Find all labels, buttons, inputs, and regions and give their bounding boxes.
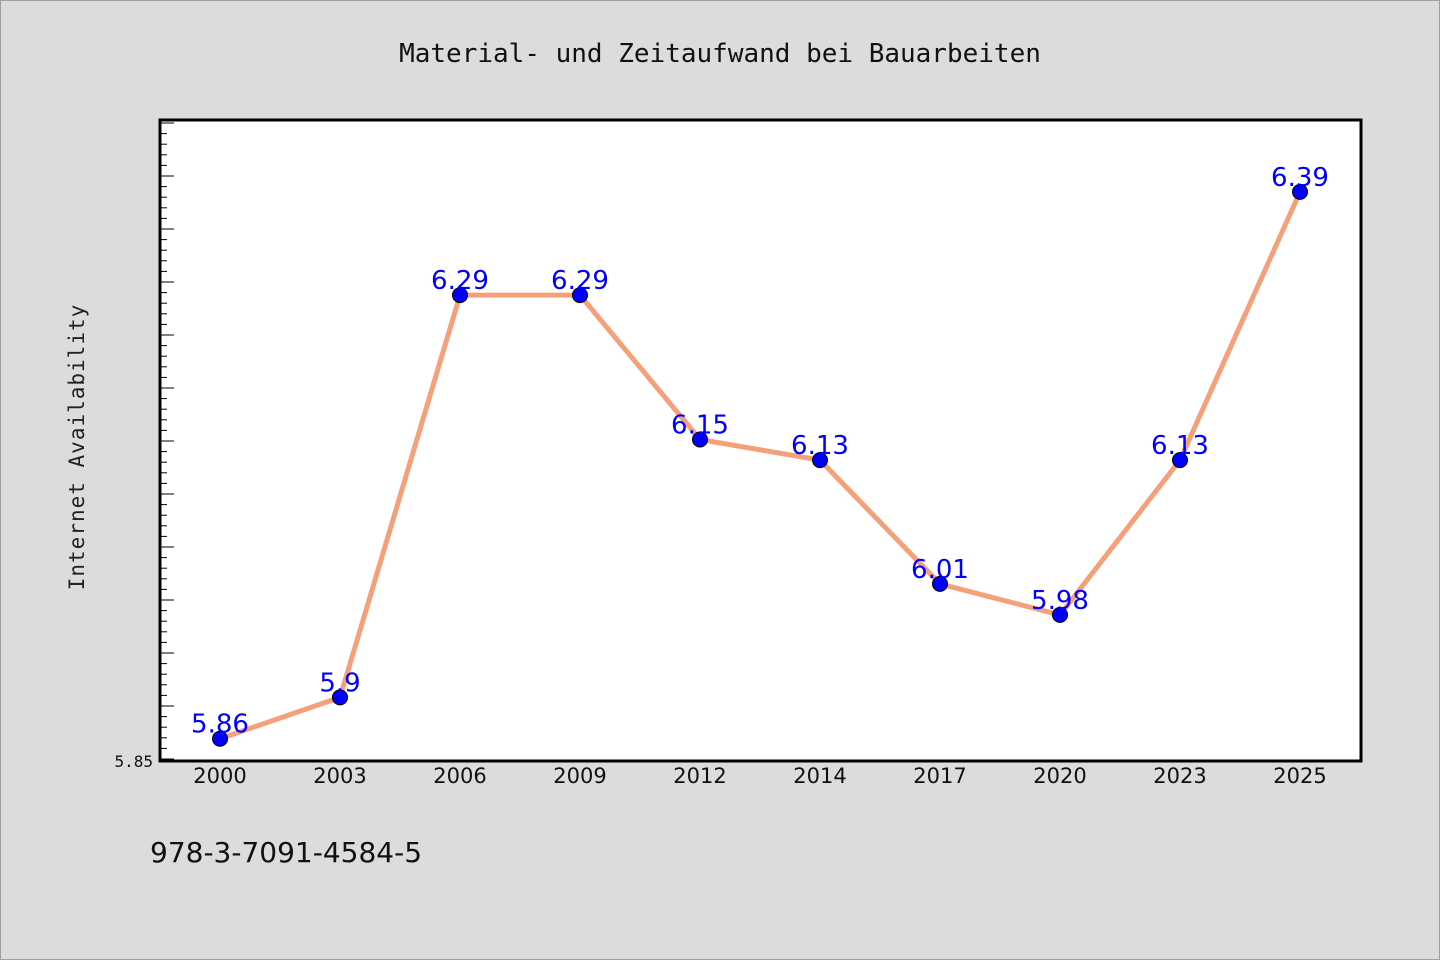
data-point-marker (1052, 606, 1068, 623)
data-point-marker (932, 575, 948, 592)
markers-group (212, 183, 1308, 747)
data-point-marker (1292, 183, 1308, 200)
data-point-marker (572, 287, 588, 304)
data-label: 6.13 (791, 431, 849, 461)
x-tick-label: 2012 (673, 764, 726, 788)
data-label: 5.86 (191, 710, 249, 740)
data-point-marker (452, 287, 468, 304)
data-point-marker (692, 431, 708, 448)
data-label: 6.29 (431, 266, 489, 296)
x-tick-label: 2023 (1153, 764, 1206, 788)
y-axis-label: Internet Availability (65, 304, 89, 591)
data-label: 6.15 (671, 411, 729, 441)
data-point-marker (812, 452, 828, 469)
x-tick-label: 2003 (313, 764, 366, 788)
x-axis-tick-labels: 2000 2003 2006 2009 2012 2014 2017 2020 2023 2025 (193, 764, 1326, 788)
x-tick-label: 2014 (793, 764, 846, 788)
data-point-marker (1172, 452, 1188, 469)
data-label: 6.39 (1271, 163, 1329, 193)
y-tick-label: 5.85 (114, 752, 153, 771)
x-tick-label: 2009 (553, 764, 606, 788)
series-line (219, 190, 1303, 742)
x-tick-label: 2025 (1273, 764, 1326, 788)
plot-border (158, 118, 1363, 763)
data-label: 6.13 (1151, 431, 1209, 461)
x-tick-label: 2006 (433, 764, 486, 788)
data-labels-group: 5.86 5.9 6.29 6.29 6.15 6.13 6.01 5.98 6.13 6.39 (191, 163, 1329, 740)
y-axis-ticks (160, 122, 174, 760)
x-tick-label: 2020 (1033, 764, 1086, 788)
x-tick-label: 2017 (913, 764, 966, 788)
footer-isbn: 978-3-7091-4584-5 (150, 836, 422, 869)
data-label: 6.29 (551, 266, 609, 296)
series-line-group (219, 190, 1303, 742)
data-label: 5.9 (319, 668, 360, 698)
x-tick-label: 2000 (193, 764, 246, 788)
chart-title: Material- und Zeitaufwand bei Bauarbeite… (399, 39, 1041, 69)
data-point-marker (212, 730, 228, 747)
data-label: 6.01 (911, 555, 969, 585)
data-point-marker (332, 689, 348, 706)
data-label: 5.98 (1031, 586, 1089, 616)
plot-area (160, 120, 1361, 761)
